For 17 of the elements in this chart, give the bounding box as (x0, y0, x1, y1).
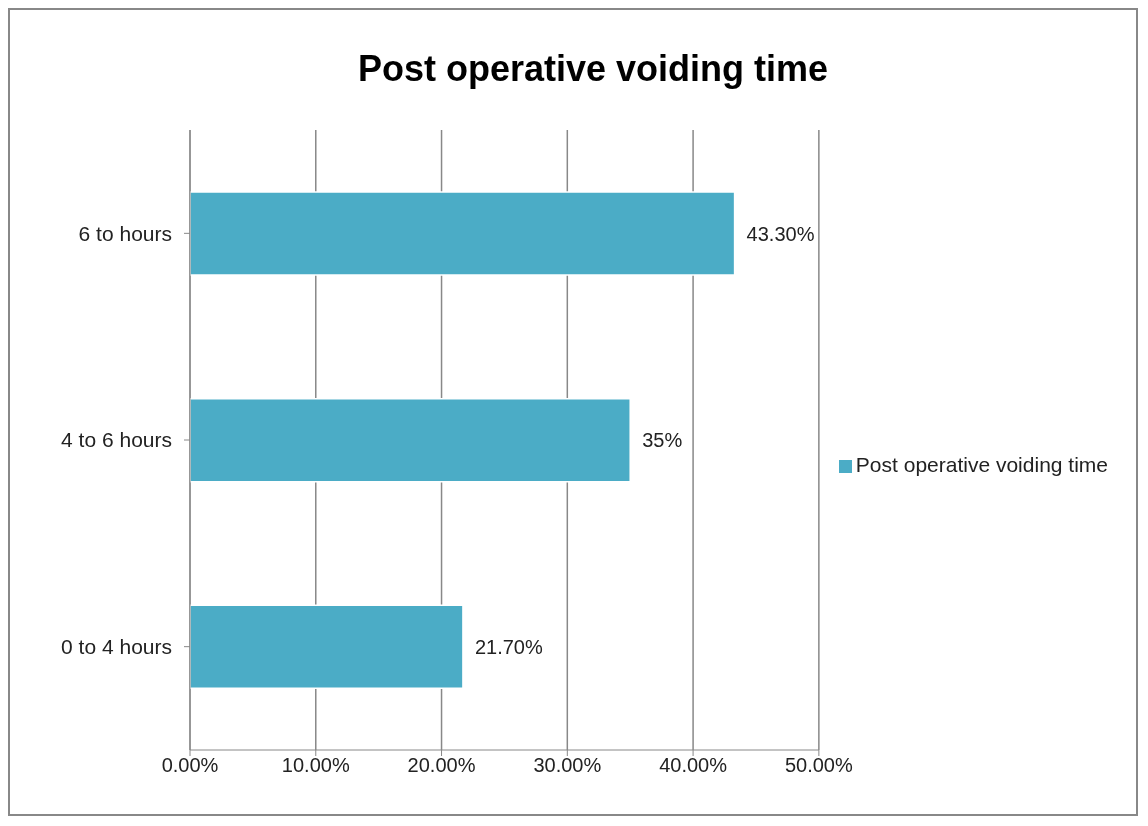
y-tick-label: 4 to 6 hours (61, 428, 172, 452)
bar (190, 191, 736, 276)
data-label: 43.30% (746, 222, 815, 245)
bar (190, 397, 631, 483)
y-tick-label: 6 to hours (78, 221, 172, 245)
x-tick-label: 40.00% (659, 754, 728, 777)
bar (190, 604, 464, 690)
legend-label: Post operative voiding time (855, 453, 1108, 476)
chart-title: Post operative voiding time (356, 48, 830, 90)
x-tick-label: 10.00% (281, 754, 350, 777)
y-tick-label: 0 to 4 hours (61, 635, 172, 659)
data-label: 21.70% (474, 635, 543, 658)
data-label: 35% (642, 429, 683, 452)
x-tick-label: 30.00% (533, 754, 602, 777)
x-tick-label: 0.00% (161, 754, 219, 777)
x-tick-label: 50.00% (784, 754, 853, 777)
x-tick-label: 20.00% (407, 754, 476, 777)
